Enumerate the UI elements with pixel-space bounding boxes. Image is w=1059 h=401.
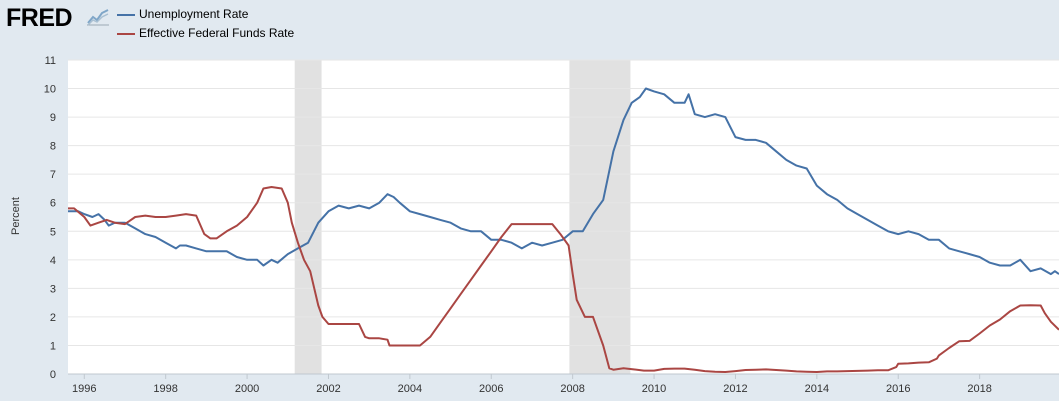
plot-area[interactable] <box>68 60 1059 374</box>
x-tick-label: 2008 <box>560 383 584 395</box>
x-tick-label: 1998 <box>153 383 177 395</box>
chart-graph-icon <box>87 8 109 26</box>
recession-band <box>294 60 322 374</box>
y-tick-label: 0 <box>50 369 56 381</box>
chart-header: FRED Unemployment Rate Effective Federal… <box>0 0 1059 60</box>
x-tick-label: 2006 <box>479 383 503 395</box>
y-tick-label: 3 <box>50 283 56 295</box>
x-tick-label: 2016 <box>886 383 910 395</box>
y-tick-label: 10 <box>44 84 56 96</box>
y-tick-label: 1 <box>50 340 56 352</box>
legend-label-unemployment: Unemployment Rate <box>139 7 249 21</box>
y-tick-label: 4 <box>50 255 56 267</box>
y-tick-label: 7 <box>50 169 56 181</box>
x-tick-label: 2012 <box>723 383 747 395</box>
x-tick-label: 2002 <box>316 383 340 395</box>
fred-logo[interactable]: FRED <box>6 4 73 32</box>
series-lines <box>68 87 1059 373</box>
y-tick-label: 5 <box>50 226 56 238</box>
recession-band <box>569 60 631 374</box>
x-tick-label: 2000 <box>235 383 259 395</box>
fed-funds-rate-line <box>68 186 1059 373</box>
x-tick-label: 2004 <box>398 383 422 395</box>
x-tick-label: 1996 <box>72 383 96 395</box>
y-tick-label: 8 <box>50 141 56 153</box>
x-tick-label: 2010 <box>642 383 666 395</box>
y-tick-label: 9 <box>50 112 56 124</box>
x-tick-label: 2014 <box>805 383 829 395</box>
recession-shading <box>294 60 631 374</box>
legend-swatch-unemployment <box>117 14 135 16</box>
axes: 0 1 2 3 4 5 6 7 8 9 10 11 1996 1998 2000 2002 2004 2006 20… <box>44 55 1059 395</box>
unemployment-rate-line <box>68 87 1059 276</box>
legend-swatch-fed-funds <box>117 33 135 35</box>
y-axis-label: Percent <box>10 197 22 235</box>
y-tick-label: 11 <box>45 55 56 67</box>
y-tick-label: 2 <box>50 312 56 324</box>
legend-label-fed-funds: Effective Federal Funds Rate <box>139 26 295 40</box>
y-tick-label: 6 <box>50 198 56 210</box>
x-tick-label: 2018 <box>967 383 991 395</box>
grid-lines <box>68 59 1059 346</box>
